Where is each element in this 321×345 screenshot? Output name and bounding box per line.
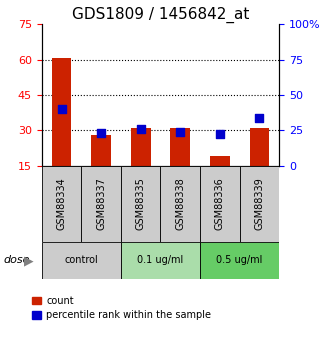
Point — [99, 130, 104, 136]
Text: ▶: ▶ — [24, 254, 34, 267]
Text: dose: dose — [3, 256, 30, 265]
Text: GSM88338: GSM88338 — [175, 177, 185, 230]
Bar — [210, 156, 230, 166]
Bar — [131, 128, 151, 166]
Bar — [249, 128, 269, 166]
Title: GDS1809 / 1456842_at: GDS1809 / 1456842_at — [72, 7, 249, 23]
Bar — [121, 166, 160, 242]
Text: 0.5 ug/ml: 0.5 ug/ml — [216, 256, 263, 265]
Bar — [200, 241, 279, 279]
Legend: count, percentile rank within the sample: count, percentile rank within the sample — [30, 295, 212, 322]
Bar — [91, 135, 111, 166]
Text: GSM88336: GSM88336 — [215, 177, 225, 230]
Text: control: control — [65, 256, 98, 265]
Bar — [200, 166, 240, 242]
Bar — [160, 166, 200, 242]
Bar — [240, 166, 279, 242]
Text: GSM88334: GSM88334 — [56, 177, 66, 230]
Text: GSM88339: GSM88339 — [255, 177, 265, 230]
Bar — [170, 128, 190, 166]
Point — [257, 116, 262, 121]
Bar — [121, 241, 200, 279]
Bar — [81, 166, 121, 242]
Point — [59, 106, 64, 112]
Point — [138, 126, 143, 131]
Text: 0.1 ug/ml: 0.1 ug/ml — [137, 256, 184, 265]
Bar — [42, 166, 81, 242]
Bar — [52, 58, 71, 166]
Point — [217, 132, 222, 137]
Text: GSM88335: GSM88335 — [136, 177, 146, 230]
Bar — [42, 241, 121, 279]
Point — [178, 129, 183, 135]
Text: GSM88337: GSM88337 — [96, 177, 106, 230]
